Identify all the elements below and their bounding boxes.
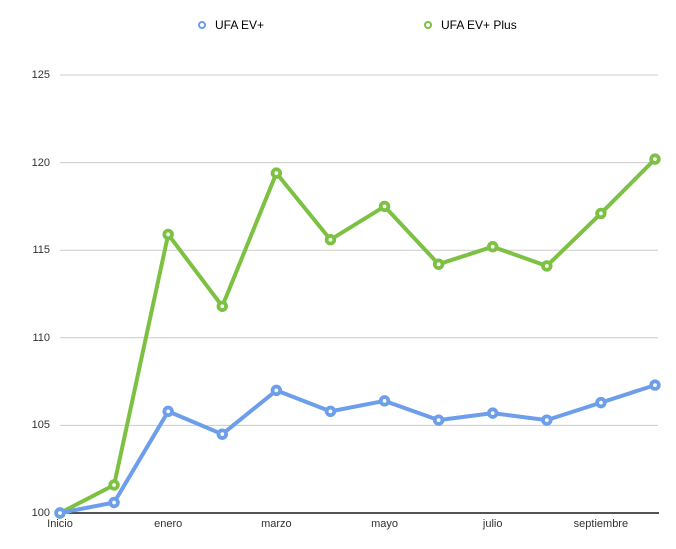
data-point-marker-center [112, 500, 116, 505]
data-point-marker-center [436, 262, 441, 267]
x-axis-tick-label: julio [482, 518, 503, 530]
x-axis-tick-label: Inicio [47, 518, 73, 530]
data-point-marker-center [220, 304, 225, 309]
data-point-marker-center [544, 418, 549, 423]
chart-legend: UFA EV+ UFA EV+ Plus [0, 0, 676, 36]
data-point-marker-center [599, 211, 603, 216]
series-line [58, 383, 657, 515]
y-axis-tick-label: 120 [31, 156, 50, 169]
y-axis-tick-label: 100 [31, 507, 50, 519]
data-point-marker-center [653, 383, 657, 388]
y-axis-tick-label: 125 [31, 69, 50, 81]
legend-item-ufa-ev-plus-series: UFA EV+ [198, 18, 264, 32]
data-point-marker-center [274, 388, 279, 393]
legend-marker-icon [424, 21, 432, 29]
data-point-marker-center [112, 483, 116, 487]
y-axis-tick-label: 105 [31, 419, 50, 432]
data-point-marker-center [58, 511, 62, 515]
x-axis-tick-label: mayo [371, 518, 398, 530]
data-point-marker-center [599, 400, 603, 405]
legend-marker-icon [198, 21, 206, 29]
data-point-marker-center [544, 264, 549, 268]
data-point-marker-center [166, 232, 171, 237]
data-point-marker-center [328, 237, 333, 242]
x-axis-tick-label: enero [154, 518, 183, 530]
data-point-marker-center [436, 418, 441, 423]
x-axis-tick-label: marzo [261, 518, 292, 530]
legend-item-ufa-ev-plus-plus-series: UFA EV+ Plus [424, 18, 517, 32]
y-axis-tick-label: 115 [32, 244, 50, 257]
y-axis-tick-label: 110 [32, 331, 50, 344]
data-point-marker-center [382, 204, 387, 209]
x-axis-tick-label: septiembre [573, 518, 629, 530]
data-point-marker-center [653, 157, 657, 161]
series-line [58, 157, 657, 515]
legend-label: UFA EV+ Plus [441, 18, 517, 32]
data-point-marker-center [490, 411, 495, 416]
data-point-marker-center [220, 432, 225, 437]
data-point-marker-center [382, 398, 387, 403]
data-point-marker-center [328, 409, 333, 414]
data-point-marker-center [274, 171, 279, 176]
data-point-marker-center [166, 409, 171, 414]
data-point-marker-center [490, 244, 495, 249]
legend-label: UFA EV+ [215, 18, 265, 32]
